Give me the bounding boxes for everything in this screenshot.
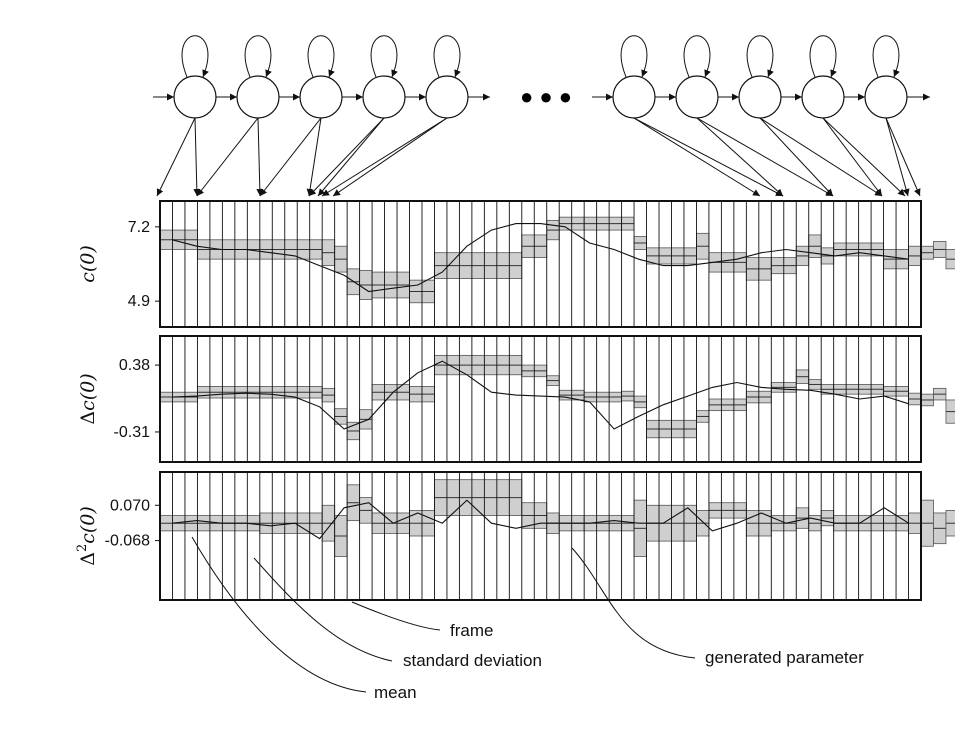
hmm-state-chain — [153, 35, 930, 197]
y-tick-label: 7.2 — [128, 219, 150, 236]
output-arrow — [332, 117, 448, 197]
y-tick-label: 0.070 — [110, 497, 150, 514]
frame-label: frame — [450, 621, 493, 640]
y-tick-label: -0.31 — [114, 424, 151, 441]
hmm-state-6 — [612, 75, 656, 119]
output-arrow — [885, 117, 910, 197]
annotations: frame standard deviation mean generated … — [191, 536, 864, 702]
output-arrow — [696, 117, 784, 197]
self-transition-arrow — [620, 35, 648, 78]
output-arrow — [759, 117, 834, 197]
self-transition-arrow — [433, 35, 461, 78]
output-arrow — [196, 117, 259, 197]
hmm-state-5 — [425, 75, 469, 119]
y-axis-label-power: 2 — [75, 544, 90, 552]
generated-parameter-line — [172, 223, 909, 293]
output-arrow — [633, 117, 761, 197]
generated-parameter-label: generated parameter — [705, 648, 864, 667]
self-transition-arrow — [809, 35, 837, 78]
y-axis-label-delta: Δ — [77, 552, 99, 566]
self-transition-arrow — [181, 35, 209, 78]
mean-pointer — [191, 536, 367, 693]
frame-pointer — [351, 601, 441, 631]
ellipsis-dots: ● ● ● — [520, 84, 572, 109]
generated-parameter-line — [172, 360, 909, 430]
panel-frame — [159, 200, 922, 328]
self-transition-arrow — [683, 35, 711, 78]
parameter-panels: 7.24.9c(0)0.38-0.31Δc(0)0.070-0.068Δ2c(0… — [75, 200, 955, 601]
output-arrow — [193, 117, 201, 197]
y-axis-label: Δc(0) — [77, 373, 99, 424]
output-arrow — [822, 117, 883, 197]
output-arrow — [822, 117, 906, 197]
self-transition-arrow — [244, 35, 272, 78]
y-axis-label: c(0) — [77, 245, 99, 283]
y-tick-label: 0.38 — [119, 357, 150, 374]
hmm-state-1 — [173, 75, 217, 119]
self-transition-arrow — [746, 35, 774, 78]
y-axis-label: Δ2c(0) — [75, 506, 99, 566]
mean-label: mean — [374, 683, 417, 702]
panel-dc0: 0.38 -0.31 Δc(0) — [77, 335, 955, 463]
output-arrow — [633, 117, 784, 197]
hmm-state-4 — [362, 75, 406, 119]
y-axis-label-symbol: c(0) — [77, 506, 99, 544]
generated-parameter-line — [172, 499, 909, 540]
output-arrow — [759, 117, 883, 197]
hmm-state-10 — [864, 75, 908, 119]
y-axis-label-delta: Δ — [77, 411, 99, 425]
self-transition-arrow — [307, 35, 335, 78]
panel-ddc0: 0.070 -0.068 Δ2c(0) — [75, 471, 955, 601]
standard-deviation-pointer — [253, 557, 393, 662]
output-arrow — [156, 117, 196, 197]
self-transition-arrow — [370, 35, 398, 78]
output-arrow — [259, 117, 322, 197]
output-arrow — [306, 117, 322, 197]
self-transition-arrow — [872, 35, 900, 78]
y-axis-label-symbol: c(0) — [77, 373, 99, 411]
output-arrow — [885, 117, 921, 197]
output-arrow — [317, 117, 385, 197]
panel-frame — [159, 471, 922, 601]
hmm-state-3 — [299, 75, 343, 119]
y-axis-label-symbol: c(0) — [77, 245, 99, 283]
hmm-state-9 — [801, 75, 845, 119]
generated-parameter-pointer — [571, 547, 696, 659]
output-arrow — [696, 117, 834, 197]
output-arrow — [256, 117, 264, 197]
hmm-state-8 — [738, 75, 782, 119]
panel-frame — [159, 335, 922, 463]
output-arrow — [308, 117, 385, 197]
y-tick-label: 4.9 — [128, 293, 150, 310]
hmm-state-2 — [236, 75, 280, 119]
hmm-state-7 — [675, 75, 719, 119]
output-arrow — [321, 117, 448, 197]
y-tick-label: -0.068 — [105, 533, 150, 550]
standard-deviation-label: standard deviation — [403, 651, 542, 670]
panel-c0: 7.2 4.9 c(0) — [77, 200, 955, 328]
